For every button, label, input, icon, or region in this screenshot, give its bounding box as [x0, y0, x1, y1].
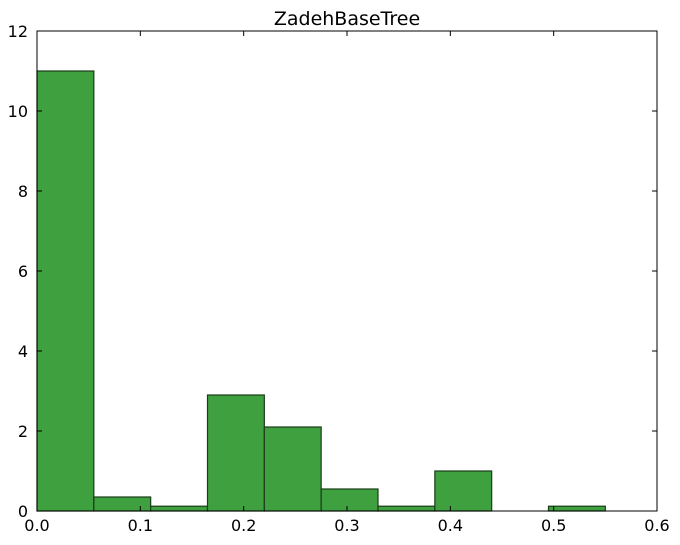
x-tick-label-6: 0.6 — [644, 516, 669, 535]
histogram-bar-5 — [320, 488, 379, 512]
x-tick-label-3: 0.3 — [334, 516, 359, 535]
plot-frame — [36, 30, 658, 512]
histogram-bar-0 — [36, 70, 95, 512]
y-tick-label-6: 12 — [8, 22, 28, 41]
tick-labels-layer: 0.0 0.1 0.2 0.3 0.4 0.5 0.6 0 2 4 6 8 10 12 — [8, 22, 670, 535]
x-tick-label-4: 0.4 — [438, 516, 463, 535]
x-tick-label-5: 0.5 — [541, 516, 566, 535]
x-tick-label-2: 0.2 — [231, 516, 256, 535]
histogram-bar-2 — [150, 505, 209, 512]
histogram-bar-4 — [263, 426, 322, 512]
bars-layer — [36, 70, 606, 512]
histogram-bar-7 — [434, 470, 493, 512]
x-tick-label-1: 0.1 — [128, 516, 153, 535]
y-tick-label-1: 2 — [18, 422, 28, 441]
y-tick-label-0: 0 — [18, 502, 28, 521]
y-tick-label-5: 10 — [8, 102, 28, 121]
y-tick-label-3: 6 — [18, 262, 28, 281]
y-tick-label-4: 8 — [18, 182, 28, 201]
y-tick-label-2: 4 — [18, 342, 28, 361]
histogram-bar-6 — [377, 505, 436, 512]
histogram-bar-9 — [547, 505, 606, 512]
histogram-bar-3 — [206, 394, 265, 512]
chart-title: ZadehBaseTree — [274, 8, 420, 30]
x-tick-label-0: 0.0 — [24, 516, 49, 535]
histogram-bar-1 — [93, 496, 152, 512]
ticks-layer — [36, 30, 658, 512]
